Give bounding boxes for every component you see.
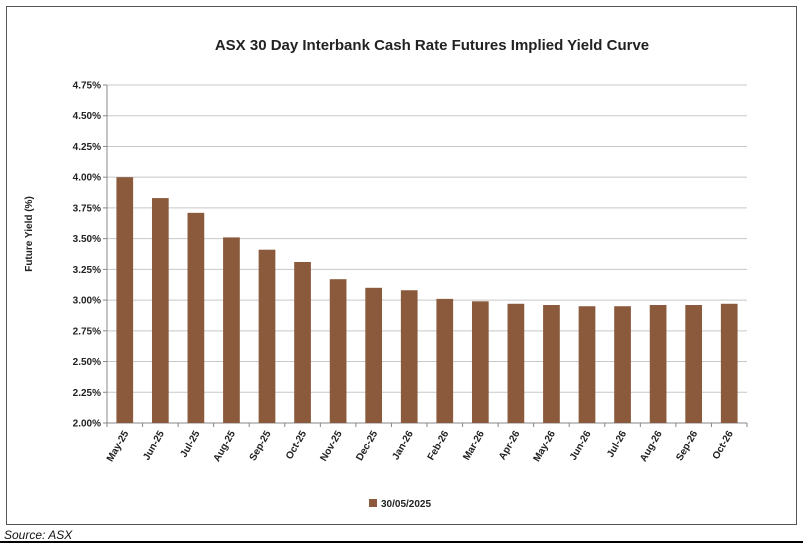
x-tick-label: Nov-25 <box>319 429 345 464</box>
legend: 30/05/2025 <box>369 499 431 510</box>
bar <box>116 177 134 423</box>
y-tick-label: 2.50% <box>73 357 101 368</box>
bar <box>223 237 240 423</box>
x-tick-label: Dec-25 <box>354 429 380 463</box>
bar <box>543 305 560 423</box>
chart-frame: ASX 30 Day Interbank Cash Rate Futures I… <box>6 6 797 525</box>
y-tick-label: 3.75% <box>73 203 101 214</box>
y-tick-label: 4.25% <box>73 142 101 153</box>
bar <box>685 305 703 423</box>
x-tick-label: Sep-25 <box>248 429 274 463</box>
bar <box>400 290 418 423</box>
bar <box>720 303 738 423</box>
y-tick-label: 2.25% <box>73 388 101 399</box>
grid-lines <box>107 84 747 424</box>
x-tick-label: Oct-25 <box>284 429 309 462</box>
y-tick-label: 4.00% <box>73 173 101 184</box>
legend-label: 30/05/2025 <box>381 499 431 510</box>
y-tick-label: 3.50% <box>73 234 101 245</box>
legend-swatch <box>369 499 377 507</box>
x-tick-label: Aug-26 <box>638 429 665 464</box>
y-axis-title: Future Yield (%) <box>24 196 35 272</box>
y-tick-label: 2.00% <box>73 419 101 430</box>
x-tick-label: Apr-26 <box>497 429 523 462</box>
bar <box>151 198 169 423</box>
y-tick-label: 4.50% <box>73 111 101 122</box>
y-tick-label: 4.75% <box>73 81 101 92</box>
x-tick-label: Sep-26 <box>674 429 700 463</box>
x-tick-label: Jul-25 <box>179 429 203 460</box>
bar-series <box>116 177 738 423</box>
chart-title: ASX 30 Day Interbank Cash Rate Futures I… <box>215 37 649 54</box>
bottom-rule <box>0 541 803 543</box>
bar <box>329 279 347 423</box>
y-tick-label: 3.00% <box>73 296 101 307</box>
x-axis-ticks: May-25 Jun-25 Jul-25 Aug-25 Sep-25 Oct-25 Nov-… <box>105 423 748 464</box>
x-tick-label: Jun-26 <box>568 429 594 463</box>
bar <box>578 306 596 423</box>
source-note: Source: ASX <box>4 528 73 542</box>
y-tick-label: 2.75% <box>73 326 101 337</box>
x-tick-label: Jun-25 <box>141 429 167 463</box>
x-tick-label: Aug-25 <box>212 429 239 464</box>
x-tick-label: Jan-26 <box>390 429 416 462</box>
bar <box>471 301 489 423</box>
bar <box>436 298 454 423</box>
bar <box>507 303 525 423</box>
x-tick-label: Jul-26 <box>605 429 629 460</box>
bar <box>614 306 631 423</box>
bar <box>294 261 311 423</box>
x-tick-label: May-25 <box>105 429 132 464</box>
x-tick-label: Mar-26 <box>461 429 487 463</box>
y-tick-label: 3.25% <box>73 265 101 276</box>
bar-chart: ASX 30 Day Interbank Cash Rate Futures I… <box>24 37 748 510</box>
bar <box>365 287 383 423</box>
bar <box>649 305 667 423</box>
x-tick-label: Feb-26 <box>426 429 452 463</box>
bar <box>258 249 276 423</box>
bar <box>187 212 205 423</box>
x-tick-label: May-26 <box>532 429 559 464</box>
y-axis-ticks: 2.00% 2.25% 2.50% 2.75% 3.00% 3.25% 3.50% 3.75%… <box>73 81 108 430</box>
x-tick-label: Oct-26 <box>711 429 736 462</box>
